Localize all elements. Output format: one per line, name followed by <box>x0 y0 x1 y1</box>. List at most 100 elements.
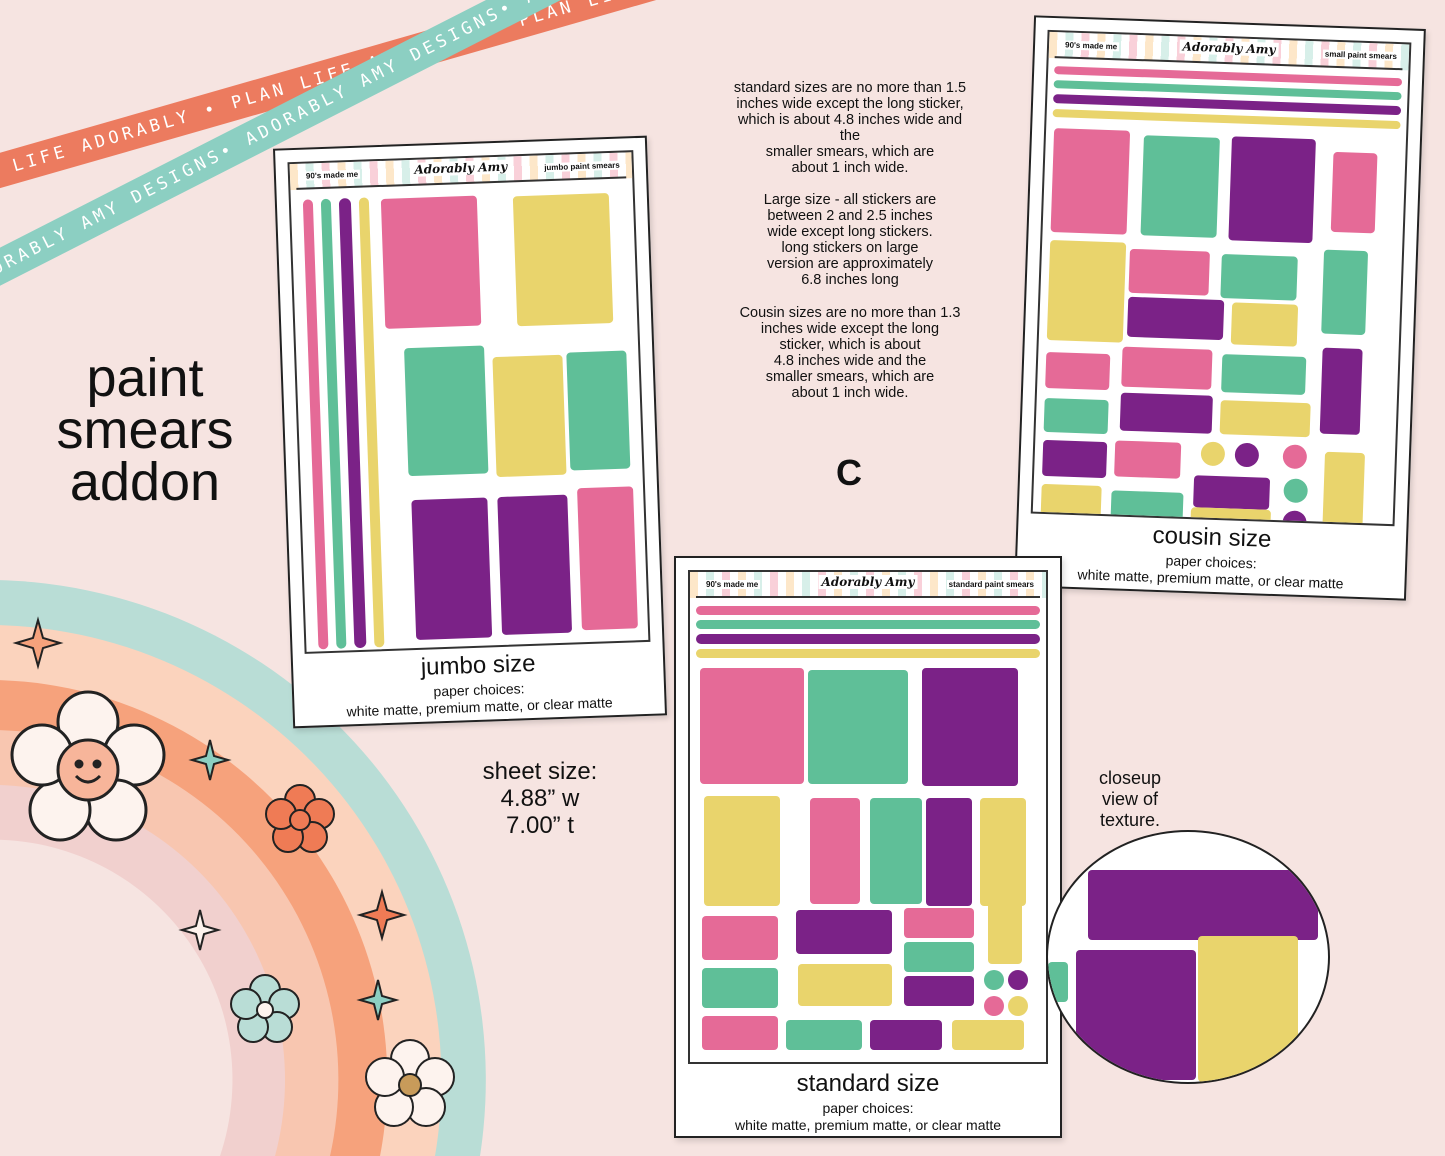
paint-smear <box>1045 351 1111 391</box>
paint-smear <box>702 916 778 960</box>
paint-smear <box>796 910 892 954</box>
info-line: standard sizes are no more than 1.5 <box>733 80 967 96</box>
paint-smear <box>1319 347 1363 435</box>
info-line: smaller smears, which are <box>765 369 935 385</box>
info-line: about 1 inch wide. <box>791 385 909 401</box>
paint-smear <box>404 345 489 477</box>
paint-smear <box>1200 441 1226 467</box>
info-line: sticker, which is about <box>779 337 921 353</box>
info-line: smaller smears, which are <box>765 144 935 160</box>
daisy-smiley-icon <box>10 690 166 842</box>
info-line: 6.8 inches long <box>801 272 899 288</box>
paint-smear <box>926 798 972 906</box>
closeup-smear <box>1048 962 1068 1002</box>
sheet-size-line: 7.00” t <box>505 812 575 839</box>
paint-smear <box>904 908 974 938</box>
sparkle-icon <box>178 909 222 951</box>
info-line: which is about 4.8 inches wide and <box>737 112 963 128</box>
paint-smear <box>1219 400 1311 438</box>
info-line: between 2 and 2.5 inches <box>767 208 933 224</box>
sheet-header: 90's made me Adorably Amy jumbo paint sm… <box>289 152 633 191</box>
paint-smear <box>1042 439 1108 479</box>
sheet-header: 90's made me Adorably Amy small paint sm… <box>1048 31 1410 71</box>
brand-logo: Adorably Amy <box>411 159 511 177</box>
brand-logo: Adorably Amy <box>1179 39 1279 57</box>
paint-smear <box>700 668 804 784</box>
paint-smear <box>786 1020 862 1050</box>
paint-smear <box>1046 240 1127 343</box>
paint-smear <box>1008 996 1028 1016</box>
paint-smear <box>566 350 631 471</box>
paint-smear <box>1283 478 1309 504</box>
long-smear <box>696 620 1040 629</box>
paint-smear <box>1043 397 1109 435</box>
paint-smear <box>704 796 780 906</box>
info-line: Large size - all stickers are <box>763 192 937 208</box>
title-line: addon <box>69 452 221 512</box>
sheet-paper-label: paper choices: <box>822 1100 914 1116</box>
paint-smear <box>922 668 1018 786</box>
title-line: smears <box>56 400 234 460</box>
paint-smear <box>1322 451 1366 527</box>
closeup-line: view of <box>1101 789 1159 809</box>
sheet-size-label: sheet size: 4.88” w 7.00” t <box>460 758 620 839</box>
paint-smear <box>1330 151 1378 234</box>
info-line: the <box>839 128 861 144</box>
orange-flower-icon <box>265 784 335 853</box>
paint-smear <box>798 964 892 1006</box>
paint-smear <box>1282 510 1307 527</box>
paint-smear <box>1282 444 1308 470</box>
sheet-paper-choices: white matte, premium matte, or clear mat… <box>734 1117 1002 1133</box>
closeup-line: texture. <box>1099 810 1161 830</box>
cousin-size-info: Cousin sizes are no more than 1.3 inches… <box>700 305 1000 401</box>
sparkle-icon <box>356 979 400 1021</box>
sparkle-icon <box>12 616 64 670</box>
header-right: jumbo paint smears <box>542 160 622 173</box>
paint-smear <box>411 497 493 641</box>
sheet-size-line: sheet size: <box>482 758 598 785</box>
brand-logo: Adorably Amy <box>818 575 918 589</box>
paint-smear <box>1140 135 1220 238</box>
paint-smear <box>988 898 1022 964</box>
sheet-size-line: 4.88” w <box>500 785 580 812</box>
long-smear <box>696 606 1040 615</box>
paint-smear <box>870 798 922 904</box>
header-right: small paint smears <box>1322 49 1400 62</box>
closeup-smear <box>1088 870 1318 940</box>
paint-smear <box>1321 249 1369 336</box>
white-flower-icon <box>365 1039 455 1127</box>
rainbow-illustration <box>0 580 486 1156</box>
closeup-smear <box>1076 950 1196 1080</box>
paint-smear <box>1040 483 1102 520</box>
sparkle-icon <box>188 739 232 781</box>
header-left: 90's made me <box>704 580 761 589</box>
texture-closeup-circle <box>1046 830 1330 1084</box>
info-line: long stickers on large <box>781 240 919 256</box>
standard-sheet-artboard: 90's made me Adorably Amy standard paint… <box>688 570 1048 1064</box>
paint-smear <box>808 670 908 784</box>
paint-smear <box>1008 970 1028 990</box>
paint-smear <box>380 195 482 329</box>
info-line: inches wide except the long <box>760 321 940 337</box>
paint-smear <box>904 976 974 1006</box>
cousin-sheet: 90's made me Adorably Amy small paint sm… <box>1014 15 1426 601</box>
paint-smear <box>512 193 614 327</box>
info-line: version are approximately <box>766 256 934 272</box>
jumbo-sheet: 90's made me Adorably Amy jumbo paint sm… <box>272 135 668 729</box>
sheet-header: 90's made me Adorably Amy standard paint… <box>690 572 1046 598</box>
paint-smear <box>1228 136 1316 244</box>
paint-smear <box>492 354 567 478</box>
long-smear <box>696 634 1040 644</box>
header-left: 90's made me <box>303 169 361 181</box>
large-size-info: Large size - all stickers are between 2 … <box>700 192 1000 288</box>
paint-smear <box>984 970 1004 990</box>
paint-smear <box>577 486 638 631</box>
title-line: paint <box>86 348 204 408</box>
paint-smear <box>1234 442 1260 468</box>
corner-letter: C <box>836 452 862 493</box>
paint-smear <box>810 798 860 904</box>
closeup-smear <box>1198 936 1298 1082</box>
paint-smear <box>870 1020 942 1050</box>
paint-smear <box>1119 392 1213 434</box>
paint-smear <box>497 494 573 636</box>
